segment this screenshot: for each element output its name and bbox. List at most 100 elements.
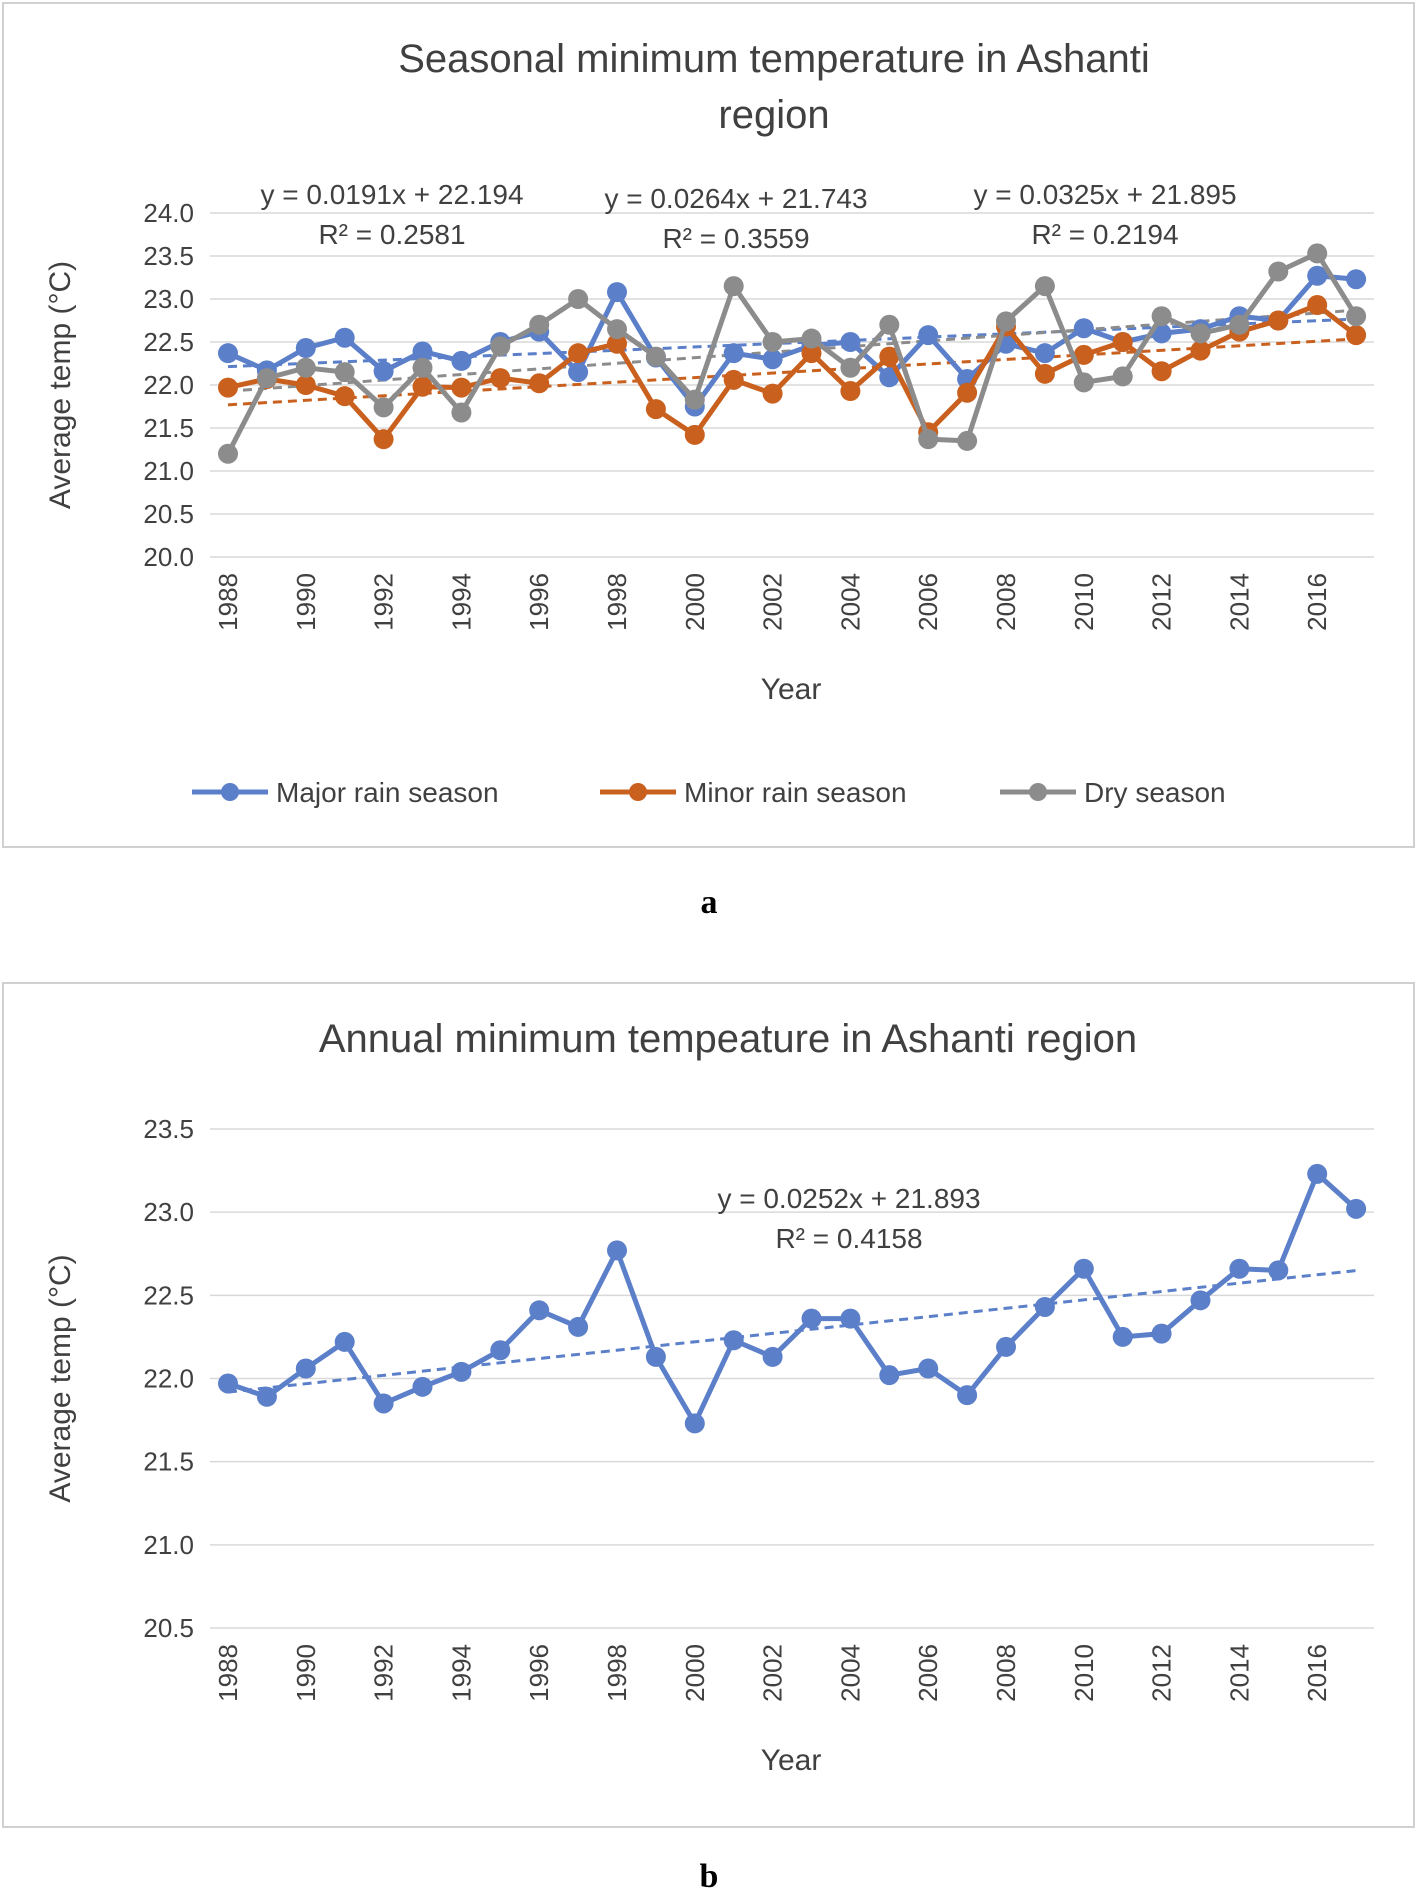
data-point xyxy=(568,1316,589,1337)
data-point xyxy=(1034,363,1055,384)
data-point xyxy=(1034,343,1055,364)
data-point xyxy=(1229,1258,1250,1279)
data-point xyxy=(568,289,589,309)
data-point xyxy=(1151,306,1172,327)
data-point xyxy=(723,276,744,297)
data-point xyxy=(607,333,627,354)
y-tick-label: 22.0 xyxy=(143,1364,194,1394)
x-tick-label: 1990 xyxy=(291,573,321,631)
data-point xyxy=(723,343,744,364)
data-point xyxy=(373,429,394,450)
data-point xyxy=(684,424,705,445)
chart-panel-seasonal: Seasonal minimum temperature in Ashanti r… xyxy=(2,2,1415,848)
data-point xyxy=(490,1340,511,1361)
x-tick-label: 1988 xyxy=(213,1644,243,1702)
data-point xyxy=(412,376,433,397)
y-tick-label: 22.0 xyxy=(143,370,194,400)
x-tick-label: 2014 xyxy=(1224,1644,1254,1702)
data-point xyxy=(1034,276,1055,297)
data-point xyxy=(918,325,939,346)
data-point xyxy=(529,1300,550,1321)
legend-swatch-marker xyxy=(1029,783,1047,801)
data-point xyxy=(1073,372,1094,393)
x-tick-label: 1996 xyxy=(524,573,554,631)
figure-label-a: a xyxy=(700,884,718,921)
x-tick-label: 2004 xyxy=(835,1644,865,1702)
data-point xyxy=(529,314,550,335)
data-point xyxy=(295,1358,316,1379)
x-tick-label: 2008 xyxy=(991,573,1021,631)
x-tick-label: 1994 xyxy=(446,573,476,631)
data-point xyxy=(957,1385,978,1406)
y-tick-label: 21.5 xyxy=(143,413,194,443)
data-point xyxy=(1151,361,1172,382)
data-point xyxy=(1307,295,1328,316)
r-squared-label: R² = 0.2194 xyxy=(1031,219,1178,250)
seasonal-chart: Seasonal minimum temperature in Ashanti r… xyxy=(44,37,1374,808)
r-squared-label: R² = 0.2581 xyxy=(318,219,465,250)
data-point xyxy=(918,1358,939,1379)
x-tick-label: 2010 xyxy=(1069,1644,1099,1702)
data-point xyxy=(762,1346,783,1367)
x-tick-label: 2002 xyxy=(758,573,788,631)
data-point xyxy=(451,377,472,398)
r-squared-label: R² = 0.3559 xyxy=(662,223,809,254)
data-point xyxy=(1307,1163,1328,1184)
data-point xyxy=(490,368,511,389)
data-point xyxy=(840,357,861,378)
legend-label: Dry season xyxy=(1084,777,1226,808)
data-point xyxy=(723,369,744,390)
data-point xyxy=(879,1365,900,1386)
y-tick-label: 23.5 xyxy=(143,241,194,271)
data-point xyxy=(645,1346,666,1367)
data-point xyxy=(1268,1260,1289,1281)
data-point xyxy=(840,1308,861,1329)
data-point xyxy=(451,1361,472,1382)
x-axis-title: Year xyxy=(761,673,822,706)
trendline-equation: y = 0.0325x + 21.895 xyxy=(973,179,1236,210)
x-tick-label: 1998 xyxy=(602,1644,632,1702)
data-point xyxy=(412,1376,433,1397)
data-point xyxy=(1112,1326,1133,1347)
data-point xyxy=(1190,1290,1211,1311)
y-tick-label: 20.0 xyxy=(143,542,194,572)
data-point xyxy=(568,343,589,364)
x-tick-label: 2000 xyxy=(680,1644,710,1702)
y-axis-title: Average temp (°C) xyxy=(44,1254,77,1502)
y-tick-label: 22.5 xyxy=(143,327,194,357)
x-tick-label: 2010 xyxy=(1069,573,1099,631)
x-tick-label: 2016 xyxy=(1302,573,1332,631)
data-point xyxy=(607,1240,627,1261)
data-point xyxy=(996,311,1016,332)
data-point xyxy=(373,1393,394,1414)
y-tick-label: 20.5 xyxy=(143,1613,194,1643)
data-point xyxy=(412,341,433,362)
data-point xyxy=(762,383,783,404)
x-tick-label: 2014 xyxy=(1224,573,1254,631)
trendline-equation: y = 0.0191x + 22.194 xyxy=(260,179,523,210)
data-point xyxy=(607,282,627,303)
data-point xyxy=(607,319,627,340)
figure-label-b: b xyxy=(699,1858,719,1895)
trendline-equation: y = 0.0252x + 21.893 xyxy=(717,1183,980,1214)
data-point xyxy=(918,429,939,450)
data-point xyxy=(879,346,900,367)
legend-label: Major rain season xyxy=(276,777,499,808)
x-tick-label: 2016 xyxy=(1302,1644,1332,1702)
chart-title: Seasonal minimum temperature in Ashanti xyxy=(398,37,1149,81)
data-point xyxy=(334,1331,355,1352)
data-point xyxy=(1112,366,1133,387)
legend-swatch-marker xyxy=(629,783,647,801)
data-point xyxy=(1190,323,1211,344)
trendline-equation: y = 0.0264x + 21.743 xyxy=(604,183,867,214)
data-point xyxy=(801,328,822,349)
data-point xyxy=(334,327,355,348)
data-point xyxy=(684,389,705,410)
y-tick-label: 23.0 xyxy=(143,284,194,314)
legend-swatch-marker xyxy=(221,783,239,801)
annual-chart: Annual minimum tempeature in Ashanti reg… xyxy=(44,1017,1374,1777)
data-point xyxy=(1346,1198,1367,1219)
trendline-0 xyxy=(227,1269,1357,1394)
data-point xyxy=(762,349,783,370)
legend-label: Minor rain season xyxy=(684,777,907,808)
